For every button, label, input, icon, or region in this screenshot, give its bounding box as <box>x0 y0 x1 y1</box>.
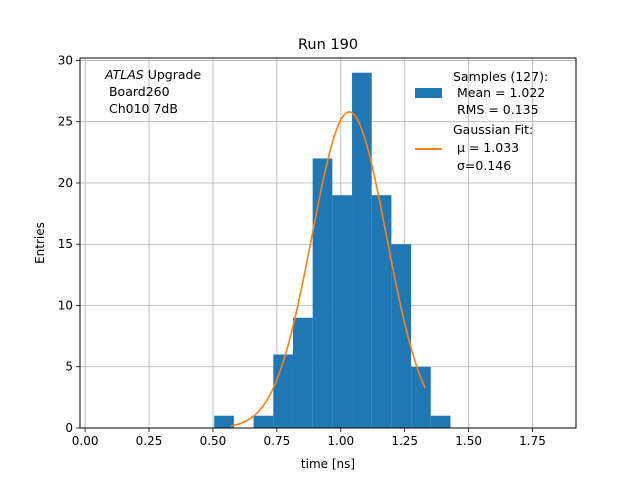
annotation-atlas: ATLAS <box>104 67 144 82</box>
y-tick-label: 10 <box>58 298 73 312</box>
annotation-line-2: Board260 <box>105 84 170 99</box>
histogram-bar <box>292 317 313 428</box>
histogram-bar <box>352 72 372 428</box>
legend-samples-mean: Mean = 1.022 <box>453 85 545 100</box>
annotation-box: ATLAS Upgrade Board260 Ch010 7dB <box>104 67 201 116</box>
y-axis-ticks: 0 5 10 15 20 25 30 <box>58 53 80 435</box>
y-tick-label: 30 <box>58 53 73 67</box>
y-tick-label: 15 <box>58 237 73 251</box>
histogram-bar <box>332 195 353 428</box>
legend-fit-mu: μ = 1.033 <box>453 140 519 155</box>
gaussian-fit-curve <box>230 111 426 427</box>
histogram-bar <box>273 354 293 428</box>
histogram-bar <box>253 415 274 428</box>
annotation-line-1: ATLAS Upgrade <box>104 67 201 82</box>
legend-samples-rms: RMS = 0.135 <box>453 102 539 117</box>
x-tick-label: 1.00 <box>327 434 354 448</box>
annotation-line-3: Ch010 7dB <box>105 101 178 116</box>
x-tick-label: 0.50 <box>200 434 227 448</box>
x-tick-label: 1.75 <box>519 434 546 448</box>
histogram-bar <box>411 366 431 428</box>
x-tick-label: 0.25 <box>136 434 163 448</box>
x-tick-label: 0.75 <box>264 434 291 448</box>
y-tick-label: 25 <box>58 115 73 129</box>
plot-frame <box>79 57 577 429</box>
histogram-bars <box>214 72 451 429</box>
legend-samples-title: Samples (127): <box>453 69 548 84</box>
legend-fit-sigma: σ=0.146 <box>453 158 511 173</box>
legend-swatch-samples <box>415 88 442 98</box>
x-axis-ticks: 0.00 0.25 0.50 0.75 1.00 1.25 1.50 1.75 <box>72 428 546 448</box>
histogram-bar <box>371 195 392 428</box>
x-tick-label: 1.50 <box>455 434 482 448</box>
y-tick-label: 0 <box>65 421 73 435</box>
histogram-bar <box>214 415 234 428</box>
x-tick-label: 0.00 <box>72 434 99 448</box>
x-tick-label: 1.25 <box>391 434 418 448</box>
y-axis-label: Entries <box>33 222 47 264</box>
y-tick-label: 5 <box>65 360 73 374</box>
legend: Samples (127): Mean = 1.022 RMS = 0.135 … <box>415 69 548 173</box>
y-tick-label: 20 <box>58 176 73 190</box>
histogram-bar <box>391 244 412 428</box>
fit-line <box>230 111 426 427</box>
chart-title: Run 190 <box>298 37 358 53</box>
x-axis-label: time [ns] <box>301 457 355 471</box>
histogram-bar <box>430 415 451 428</box>
legend-fit-title: Gaussian Fit: <box>453 122 533 137</box>
annotation-upgrade: Upgrade <box>144 67 202 82</box>
histogram-bar <box>312 158 333 429</box>
